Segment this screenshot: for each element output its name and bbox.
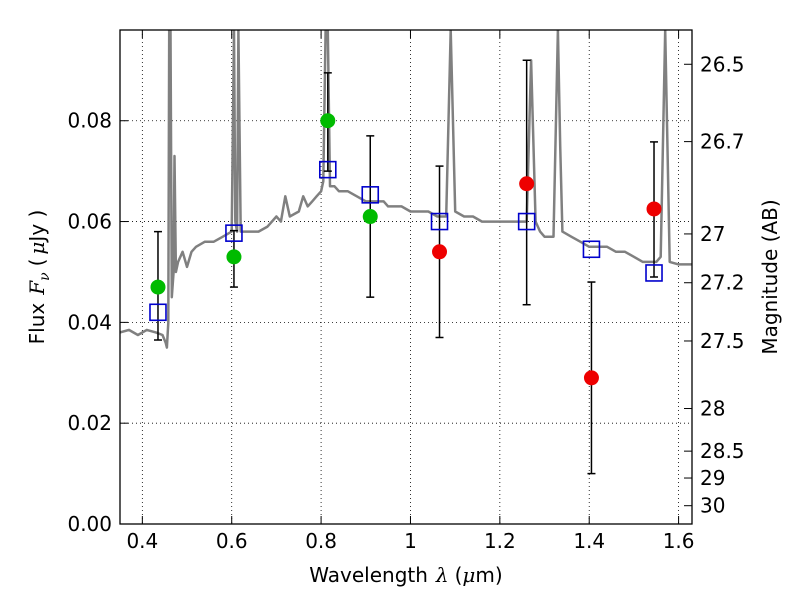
y2-tick-label: 28 — [700, 397, 725, 421]
blue-model-square — [149, 303, 167, 322]
y-axis-label-text: Flux — [25, 303, 49, 345]
x-axis-label-text: Wavelength — [309, 563, 428, 587]
x-axis-unit-rest: m) — [475, 563, 502, 587]
y-axis-label: Flux Fν ( μJy ) — [25, 210, 53, 345]
y-tick-label: 0.00 — [67, 512, 112, 536]
y2-tick-label: 27 — [700, 222, 725, 246]
blue-model-square — [430, 212, 449, 231]
y2-tick-label: 26.5 — [700, 52, 745, 76]
x-tick-label: 1.2 — [484, 529, 516, 553]
green-data-point — [362, 209, 378, 225]
y-axis-unit-mu: μ — [25, 242, 49, 255]
x-tick-label: 0.6 — [216, 529, 248, 553]
blue-model-square — [225, 224, 243, 242]
x-axis-unit-open: ( — [455, 563, 463, 587]
axis-ticks: 0.4 0.6 0.8 1 1.2 1.4 1.6 0.00 0.02 0.04 0.06 0.08 2… — [67, 30, 745, 553]
y-axis-subscript: ν — [37, 272, 53, 281]
x-axis-label: Wavelength λ (μm) — [309, 563, 502, 587]
blue-model-square — [318, 160, 337, 179]
plot-area — [120, 30, 692, 475]
y-axis-unit-rest: Jy ) — [25, 210, 49, 244]
y2-tick-label: 29 — [700, 466, 725, 490]
model-spectrum-line — [120, 30, 692, 349]
red-data-point — [583, 370, 599, 386]
y-axis-unit-open: ( — [25, 259, 49, 267]
blue-model-square — [517, 212, 536, 231]
y-axis-symbol: F — [25, 280, 49, 296]
x-axis-unit-mu: μ — [462, 563, 475, 587]
y2-axis-label: Magnitude (AB) — [758, 199, 782, 354]
x-axis-symbol: λ — [435, 563, 449, 587]
y2-tick-label: 27.2 — [700, 271, 745, 295]
grid-lines — [120, 30, 692, 525]
y-tick-label: 0.04 — [67, 310, 112, 334]
plot-frame — [119, 29, 693, 525]
y2-tick-label: 26.7 — [700, 130, 745, 154]
x-tick-label: 1.4 — [573, 529, 605, 553]
y2-tick-label: 27.5 — [700, 329, 745, 353]
x-tick-label: 0.8 — [305, 529, 337, 553]
y2-tick-label: 30 — [700, 494, 725, 518]
green-data-point — [226, 249, 242, 265]
green-data-point — [320, 113, 336, 129]
red-data-point — [432, 244, 448, 260]
y-tick-label: 0.02 — [67, 411, 112, 435]
y-tick-label: 0.06 — [67, 210, 112, 234]
blue-model-square — [582, 240, 601, 259]
red-data-point — [519, 176, 535, 192]
blue-model-square — [361, 186, 380, 204]
x-tick-label: 1.6 — [663, 529, 695, 553]
red-data-point — [646, 201, 662, 217]
x-tick-label: 0.4 — [126, 529, 158, 553]
blue-model-square — [645, 264, 663, 282]
y-tick-label: 0.08 — [67, 109, 112, 133]
green-data-point — [150, 279, 166, 295]
x-tick-label: 1 — [404, 529, 417, 553]
y2-tick-label: 28.5 — [700, 439, 745, 463]
